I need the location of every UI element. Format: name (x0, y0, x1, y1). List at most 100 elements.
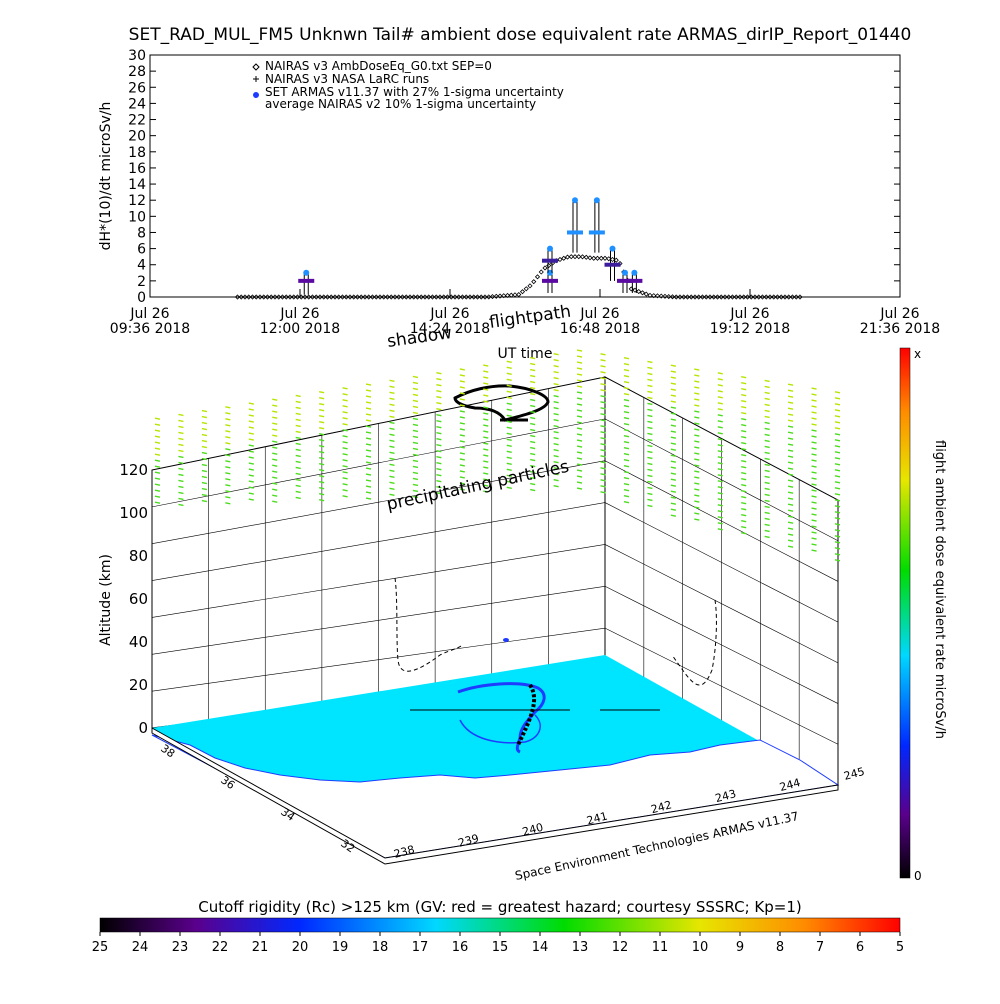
particle-mark (811, 453, 817, 456)
rigidity-ticks: 25 24 23 22 21 20 19 18 17 16 15 14 13 12 11 10 9 8 7 6 5 (92, 932, 904, 955)
particle-mark (436, 443, 442, 447)
particle-mark (295, 496, 301, 500)
particle-mark (248, 486, 254, 489)
particle-mark (670, 418, 676, 421)
particle-mark (741, 423, 747, 427)
particle-mark (670, 376, 676, 379)
particle-mark (459, 392, 465, 395)
nairas-point (377, 294, 383, 300)
particle-mark (506, 474, 512, 477)
particle-mark (647, 480, 653, 484)
nairas-point (463, 294, 469, 300)
nairas-point (531, 279, 537, 285)
rigidity-tick-label: 21 (252, 940, 269, 955)
particle-mark (811, 417, 817, 420)
particle-mark (576, 433, 583, 436)
particle-mark (764, 523, 770, 527)
particle-mark (647, 486, 653, 490)
particle-mark (647, 396, 653, 400)
particle-mark (811, 465, 817, 468)
particle-mark (694, 374, 700, 377)
nairas-point (666, 294, 672, 300)
particle-mark (436, 371, 442, 375)
particle-mark (717, 438, 723, 441)
particle-mark (764, 439, 770, 443)
rigidity-tick-label: 20 (292, 940, 309, 955)
particle-mark (670, 490, 676, 493)
particle-mark (530, 380, 536, 384)
nairas-point (546, 262, 552, 269)
particle-mark (483, 388, 489, 391)
nairas-point (741, 294, 747, 300)
particle-mark (412, 429, 419, 433)
particle-mark (412, 495, 419, 499)
particle-mark (436, 437, 442, 441)
flightpath-curve (453, 384, 550, 422)
particle-mark (647, 444, 653, 448)
annotation-particles: precipitating particles (385, 457, 571, 515)
particle-mark (787, 485, 794, 488)
particle-mark (342, 477, 348, 480)
nairas-point (328, 294, 334, 300)
particle-mark (201, 481, 208, 485)
particle-mark (459, 434, 465, 437)
nairas-point (414, 294, 421, 300)
particle-mark (694, 368, 700, 371)
longitude-tick-label: 242 (650, 798, 674, 816)
particle-mark (154, 465, 161, 468)
particle-mark (506, 378, 512, 381)
particle-mark (717, 450, 723, 453)
particle-mark (365, 467, 372, 470)
y-tick-label: 26 (128, 80, 146, 96)
nairas-point (343, 294, 349, 300)
particle-mark (647, 360, 653, 364)
particle-mark (741, 387, 747, 391)
particle-mark (694, 446, 700, 449)
particle-mark (412, 381, 419, 385)
particle-mark (764, 433, 770, 437)
particle-mark (647, 504, 653, 508)
particle-mark (178, 479, 184, 483)
particle-mark (694, 464, 700, 467)
particle-mark (295, 418, 301, 422)
particle-mark (764, 421, 770, 425)
particle-mark (459, 416, 465, 419)
particle-mark (764, 463, 770, 467)
particle-mark (647, 384, 653, 388)
nairas-point (527, 283, 533, 289)
nairas-point (711, 294, 717, 300)
particle-mark (787, 491, 794, 494)
particle-mark (272, 416, 278, 419)
particle-mark (764, 451, 770, 455)
particle-mark (272, 488, 278, 491)
particle-mark (623, 356, 630, 360)
particle-mark (787, 473, 794, 476)
particle-mark (811, 501, 817, 504)
particle-mark (342, 423, 348, 426)
particle-mark (436, 389, 442, 393)
particle-mark (319, 492, 325, 496)
particle-mark (787, 419, 794, 422)
armas-series (298, 197, 643, 295)
particle-mark (248, 450, 254, 453)
particle-mark (365, 395, 372, 398)
particle-mark (834, 523, 841, 526)
particle-mark (483, 418, 489, 421)
particle-mark (506, 390, 512, 393)
particle-mark (154, 435, 161, 438)
particle-mark (530, 410, 536, 414)
particle-mark (201, 457, 208, 461)
particle-mark (600, 371, 606, 374)
particle-mark (553, 455, 559, 458)
nairas-point (456, 294, 462, 300)
particle-mark (553, 437, 559, 440)
x-tick-label: Jul 26 (129, 306, 169, 322)
particle-mark (741, 399, 747, 403)
particle-mark (483, 376, 489, 379)
particle-mark (225, 424, 231, 427)
particle-mark (225, 406, 231, 409)
nairas-point (602, 255, 608, 261)
altitude-ticks: 0 20 40 60 80 100 120 (119, 461, 148, 737)
nairas-point (358, 294, 364, 300)
particle-mark (389, 397, 395, 400)
